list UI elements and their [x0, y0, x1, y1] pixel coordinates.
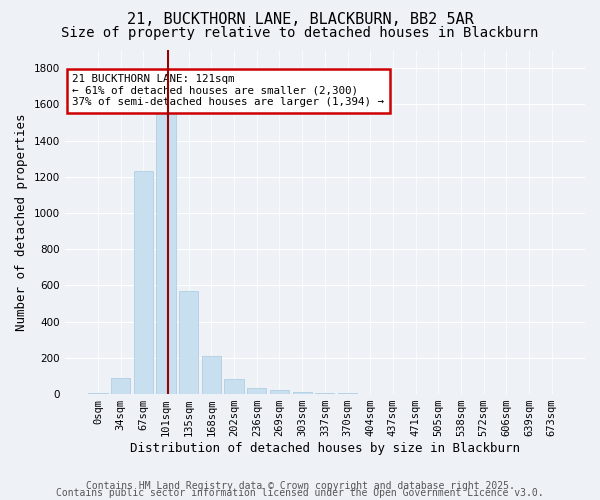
Bar [179, 291, 199, 394]
Text: Size of property relative to detached houses in Blackburn: Size of property relative to detached ho… [61, 26, 539, 40]
Bar [293, 392, 312, 394]
Text: 21, BUCKTHORN LANE, BLACKBURN, BB2 5AR: 21, BUCKTHORN LANE, BLACKBURN, BB2 5AR [127, 12, 473, 28]
Bar [224, 378, 244, 394]
Bar [202, 356, 221, 394]
Bar [315, 392, 334, 394]
Bar [247, 388, 266, 394]
X-axis label: Distribution of detached houses by size in Blackburn: Distribution of detached houses by size … [130, 442, 520, 455]
Bar [88, 393, 107, 394]
Bar [338, 393, 357, 394]
Text: 21 BUCKTHORN LANE: 121sqm
← 61% of detached houses are smaller (2,300)
37% of se: 21 BUCKTHORN LANE: 121sqm ← 61% of detac… [73, 74, 385, 108]
Text: Contains HM Land Registry data © Crown copyright and database right 2025.: Contains HM Land Registry data © Crown c… [86, 481, 514, 491]
Bar [111, 378, 130, 394]
Y-axis label: Number of detached properties: Number of detached properties [15, 114, 28, 331]
Bar [157, 90, 176, 394]
Bar [270, 390, 289, 394]
Text: Contains public sector information licensed under the Open Government Licence v3: Contains public sector information licen… [56, 488, 544, 498]
Bar [134, 172, 153, 394]
